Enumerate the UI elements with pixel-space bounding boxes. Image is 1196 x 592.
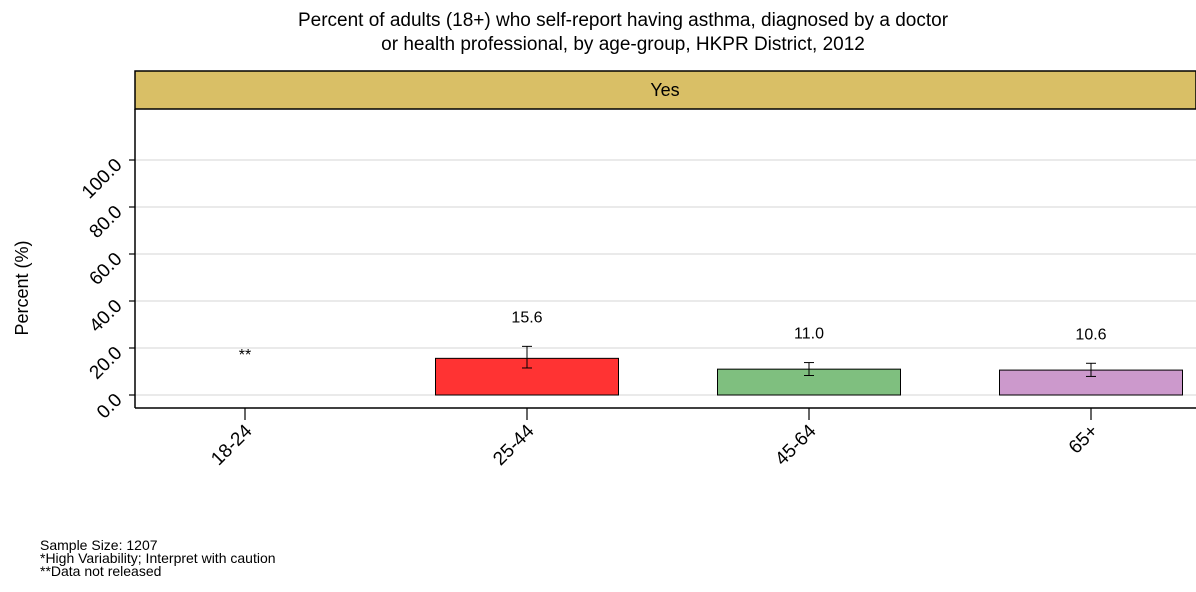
x-tick-label: 65+: [1065, 421, 1103, 459]
y-tick-label: 80.0: [86, 202, 127, 243]
bar: [717, 368, 901, 396]
bars: [435, 345, 1183, 396]
footnotes: Sample Size: 1207 *High Variability; Int…: [40, 537, 276, 579]
high-variability-note: *High Variability; Interpret with cautio…: [40, 550, 276, 566]
chart-title-line-1: Percent of adults (18+) who self-report …: [298, 10, 949, 31]
data-labels: ** 15.6 11.0 10.6: [239, 309, 1107, 364]
x-tick-label: 45-64: [771, 420, 821, 470]
y-tick-label: 20.0: [86, 343, 127, 384]
data-label: 15.6: [511, 309, 542, 326]
x-ticks: 18-24 25-44 45-64 65+: [207, 408, 1103, 470]
bar: [999, 369, 1183, 396]
data-not-released-note: **Data not released: [40, 563, 162, 579]
x-tick-label: 18-24: [207, 420, 257, 470]
data-label: **: [239, 347, 251, 364]
y-tick-label: 100.0: [78, 155, 126, 203]
sample-size-note: Sample Size: 1207: [40, 537, 158, 553]
gridlines: [135, 159, 1196, 396]
chart-title-line-2: or health professional, by age-group, HK…: [381, 34, 865, 55]
y-axis-label: Percent (%): [12, 240, 32, 335]
y-tick-label: 60.0: [86, 249, 127, 290]
facet-strip-label: Yes: [650, 80, 679, 100]
data-label: 10.6: [1075, 326, 1106, 343]
x-tick-label: 25-44: [489, 420, 539, 470]
data-label: 11.0: [794, 326, 824, 343]
y-tick-label: 40.0: [86, 296, 127, 337]
facet-strip: [134, 70, 1196, 110]
y-tick-label: 0.0: [93, 390, 127, 424]
